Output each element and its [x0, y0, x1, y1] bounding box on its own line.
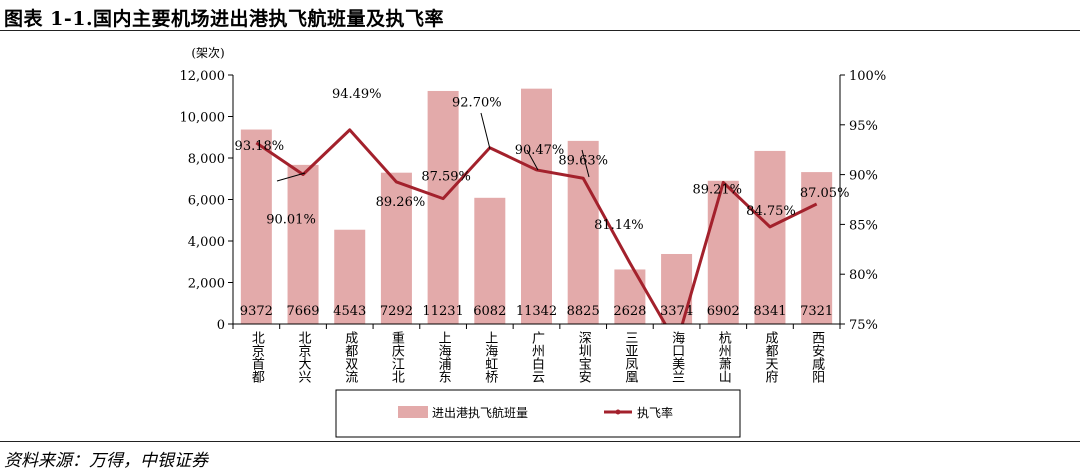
left-tick-label-5: 10,000: [180, 111, 226, 126]
legend-label-rate: 执飞率: [637, 405, 673, 420]
bar-11: [707, 180, 739, 324]
bar-value-label-7: 11342: [516, 304, 557, 319]
rate-label-9: 81.14%: [594, 218, 644, 233]
left-tick-label-2: 4,000: [188, 235, 225, 250]
category-label-7: 广州白云: [529, 331, 545, 383]
category-label-6: 上海虹桥: [482, 331, 498, 384]
bar-value-label-11: 6902: [707, 304, 740, 319]
category-label-3: 成都双流: [342, 331, 358, 383]
bar-value-label-4: 7292: [380, 304, 413, 319]
bar-value-label-5: 11231: [422, 304, 463, 319]
bar-value-label-13: 7321: [800, 304, 833, 319]
leader-line-6: [480, 112, 491, 150]
bar-2: [287, 164, 319, 324]
bar-value-label-9: 2628: [613, 304, 646, 319]
leader-line-7: [526, 149, 539, 171]
category-label-11: 杭州萧山: [716, 331, 732, 383]
right-tick-label-1: 80%: [849, 268, 878, 283]
category-label-8: 深圳宝安: [576, 331, 592, 383]
rate-label-4: 89.26%: [376, 195, 426, 210]
bar-13: [801, 172, 833, 324]
category-label-4: 重庆江北: [389, 330, 405, 384]
bar-value-label-3: 4543: [333, 304, 366, 319]
source-note: 资料来源：万得，中银证券: [4, 451, 208, 471]
rate-label-1: 93.18%: [235, 139, 285, 154]
category-label-10: 海口美兰: [669, 331, 685, 383]
rate-label-2: 90.01%: [266, 213, 316, 228]
right-tick-label-3: 90%: [849, 169, 878, 184]
leader-lines-group: [276, 112, 590, 182]
category-labels-group: 北京首都 北京大兴 成都双流 重庆江北 上海浦东 上海虹桥 广州白云 深圳宝安 三亚凤凰 海口美兰…: [249, 330, 825, 384]
chart: 9372 7669 4543 7292 11231 6082 11342 8825 2628 33…: [180, 46, 887, 438]
bar-6: [474, 197, 506, 324]
bar-value-label-8: 8825: [567, 304, 600, 319]
rate-line: [255, 128, 818, 324]
rate-label-3: 94.49%: [332, 87, 382, 102]
left-axis-unit: (架次): [191, 46, 224, 60]
left-tick-label-3: 6,000: [188, 194, 225, 209]
line-labels-group: 93.18% 90.01% 94.49% 89.26% 87.59% 92.70% 90.4…: [235, 87, 850, 233]
rate-label-13: 87.05%: [800, 186, 850, 201]
title-rule: [0, 30, 1080, 31]
right-tick-label-0: 75%: [849, 318, 878, 333]
bar-value-label-6: 6082: [473, 304, 506, 319]
leader-line-8: [581, 149, 590, 178]
leader-line-2: [276, 172, 306, 182]
bar-7: [521, 88, 552, 324]
category-label-2: 北京大兴: [296, 331, 312, 383]
figure-title: 图表 1-1.国内主要机场进出港执飞航班量及执飞率: [4, 8, 445, 30]
legend-label-bars: 进出港执飞航班量: [432, 405, 528, 420]
legend-marker-rate: [615, 409, 621, 415]
category-label-5: 上海浦东: [436, 331, 452, 383]
left-tick-label-6: 12,000: [180, 69, 226, 84]
bar-3: [334, 229, 366, 324]
rate-label-11: 89.21%: [692, 182, 742, 197]
bar-5: [427, 90, 459, 324]
category-label-9: 三亚凤凰: [622, 331, 638, 383]
bar-labels-group: 9372 7669 4543 7292 11231 6082 11342 8825 2628 33…: [240, 304, 833, 319]
category-label-12: 成都天府: [762, 331, 778, 384]
right-tick-label-4: 95%: [849, 119, 878, 134]
legend-swatch-bars: [398, 406, 428, 418]
right-tick-label-2: 85%: [849, 218, 878, 233]
bar-value-label-2: 7669: [286, 304, 319, 319]
bar-value-label-12: 8341: [753, 304, 786, 319]
bar-1: [240, 129, 272, 324]
rate-label-5: 87.59%: [421, 170, 471, 185]
legend-box: [335, 389, 741, 438]
rate-label-6: 92.70%: [452, 96, 502, 111]
left-tick-label-0: 0: [217, 318, 225, 333]
line-group: [255, 128, 818, 324]
rate-label-12: 84.75%: [746, 204, 796, 219]
category-label-1: 北京首都: [249, 331, 265, 383]
bar-8: [567, 140, 599, 324]
axes-group: 0 2,000 4,000 6,000 8,000 10,000 12,000 (架次) 75%…: [180, 46, 887, 333]
left-tick-label-1: 2,000: [188, 277, 225, 292]
right-tick-label-5: 100%: [849, 69, 886, 84]
bar-4: [380, 172, 412, 324]
category-label-13: 西安咸阳: [809, 331, 825, 383]
rate-label-8: 89.63%: [558, 153, 608, 168]
bar-12: [754, 150, 786, 324]
left-tick-label-4: 8,000: [188, 152, 225, 167]
bar-value-label-1: 9372: [240, 304, 273, 319]
legend-group: 进出港执飞航班量 执飞率: [335, 389, 741, 438]
source-rule: [0, 441, 1080, 442]
bars-group: [240, 88, 833, 324]
rate-label-7: 90.47%: [515, 143, 565, 158]
